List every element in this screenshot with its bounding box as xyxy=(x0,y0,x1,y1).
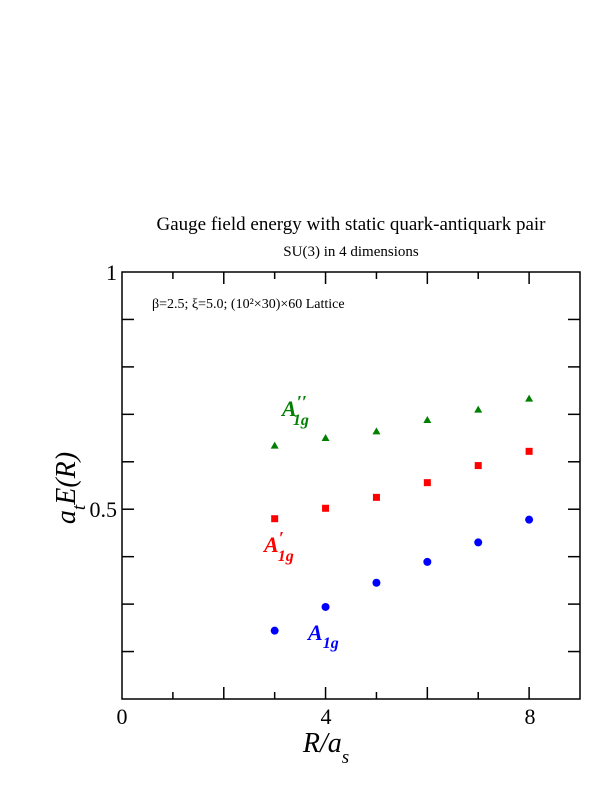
series-label-a1g-double-prime: A′′ 1g xyxy=(280,392,309,429)
data-point-series-0-5 xyxy=(525,515,534,524)
data-point-series-2-5 xyxy=(525,394,534,402)
y-axis-label: atE(R) xyxy=(51,452,90,524)
y-tick-label-0.5: 0.5 xyxy=(90,497,118,522)
data-point-series-2-4 xyxy=(474,405,483,413)
x-tick-label-0: 0 xyxy=(117,704,128,729)
x-tick-label-8: 8 xyxy=(525,704,536,729)
data-point-series-0-3 xyxy=(423,557,432,566)
data-point-series-2-0 xyxy=(270,441,279,449)
x-tick-label-4: 4 xyxy=(321,704,332,729)
data-point-series-1-0 xyxy=(271,515,279,523)
data-point-series-2-3 xyxy=(423,416,432,424)
data-point-series-2-2 xyxy=(372,427,381,435)
data-point-series-2-1 xyxy=(321,434,330,442)
data-point-series-0-0 xyxy=(270,626,279,635)
x-axis-label-main: R/a xyxy=(302,728,342,759)
chart-subtitle: SU(3) in 4 dimensions xyxy=(283,244,419,260)
plot-frame xyxy=(121,271,581,700)
x-axis-label-sub: s xyxy=(342,747,349,768)
data-point-series-0-4 xyxy=(474,538,483,547)
data-point-series-1-1 xyxy=(322,504,330,512)
data-point-series-1-5 xyxy=(525,447,533,455)
series-label-a1g: A1g xyxy=(306,620,339,652)
x-axis-label: R/as xyxy=(302,728,349,768)
axis-ticks xyxy=(122,272,580,699)
data-point-series-1-3 xyxy=(423,479,431,487)
lattice-annotation: β=2.5; ξ=5.0; (10²×30)×60 Lattice xyxy=(152,297,345,312)
data-point-series-1-4 xyxy=(474,462,482,470)
data-point-series-0-2 xyxy=(372,578,381,587)
data-point-series-1-2 xyxy=(372,493,380,501)
y-axis-label-main2: E(R) xyxy=(51,452,82,506)
y-axis-label-main1: a xyxy=(51,510,82,524)
data-points xyxy=(270,394,534,635)
y-tick-label-1: 1 xyxy=(106,260,117,285)
data-point-series-0-1 xyxy=(321,602,330,611)
chart-title: Gauge field energy with static quark-ant… xyxy=(156,214,546,235)
series-label-a1g-prime: A′ 1g xyxy=(262,528,294,565)
y-axis-label-sub: t xyxy=(69,504,90,510)
